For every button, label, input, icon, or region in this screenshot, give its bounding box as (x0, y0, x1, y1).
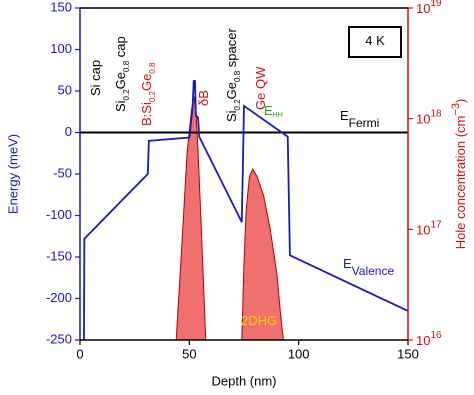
y2-tick-base: 10 (416, 223, 430, 238)
annotation-part: E (340, 108, 349, 123)
annotation: Si0.2Ge0.8 spacer (224, 28, 241, 122)
y-tick-label: 0 (65, 124, 72, 139)
annotation-part: 0.2 (148, 90, 157, 102)
y2-tick-exponent: 16 (430, 330, 442, 341)
annotation-part: 0.8 (233, 70, 242, 82)
annotation-part: δB (196, 90, 211, 106)
annotation-part: 0.2 (122, 89, 131, 101)
x-tick-label: 50 (182, 346, 196, 361)
annotation-part: Fermi (349, 116, 380, 130)
annotation: EValence (343, 256, 394, 278)
y2-axis-title-part: Hole concentration (cm (453, 116, 468, 250)
annotation: B:Si0.2Ge0.8 (139, 62, 156, 126)
annotation-part: Si cap (88, 60, 103, 96)
label-box (348, 26, 402, 58)
annotation-part: 2DHG (241, 313, 277, 328)
annotation-part: Valence (352, 264, 395, 278)
annotation-part: 4 K (365, 33, 385, 48)
annotation-part: HH (273, 112, 283, 119)
annotation: Si0.2Ge0.8 cap (113, 36, 130, 112)
annotation-part: 0.2 (233, 99, 242, 111)
valence-band-line (83, 80, 409, 341)
annotation-part: 0.8 (148, 62, 157, 74)
annotation: δB (196, 90, 211, 106)
y-tick-label: -50 (53, 165, 72, 180)
y-tick-label: -200 (46, 290, 72, 305)
annotation-part: Si (113, 100, 128, 112)
y2-tick-label: 1017 (416, 219, 442, 238)
x-tick-label: 0 (76, 346, 83, 361)
annotation-part: Ge QW (253, 66, 268, 110)
y2-tick-label: 1018 (416, 108, 442, 127)
annotation: Si cap (88, 60, 103, 96)
annotation: 2DHG (241, 313, 277, 328)
annotation-part: Ge (224, 82, 239, 99)
annotation: Ge QW (253, 66, 268, 110)
annotation-part: E (264, 103, 273, 118)
y-tick-label: 100 (50, 41, 72, 56)
annotation-part: 0.8 (122, 60, 131, 72)
annotation-part: Ge (139, 74, 154, 91)
x-tick-label: 100 (288, 346, 310, 361)
hole-density-area (241, 168, 284, 341)
y2-tick-base: 10 (416, 333, 430, 348)
y2-tick-exponent: 18 (430, 108, 442, 119)
annotation-part: E (343, 256, 352, 271)
annotation-part: cap (113, 36, 128, 61)
annotation: 4 K (365, 33, 385, 48)
y-tick-label: -250 (46, 331, 72, 346)
annotation: EFermi (340, 108, 379, 130)
y2-axis-title-part: −3 (450, 103, 462, 116)
y2-axis-title-part: ) (453, 99, 468, 103)
y-tick-label: 150 (50, 0, 72, 14)
y-axis-title: Energy (meV) (5, 134, 20, 214)
x-axis-title: Depth (nm) (211, 373, 276, 388)
annotation-part: Ge (113, 72, 128, 89)
y-tick-label: 50 (58, 82, 72, 97)
annotation-part: spacer (224, 28, 239, 71)
y2-tick-base: 10 (416, 1, 430, 16)
y2-tick-exponent: 17 (430, 219, 442, 230)
annotation: EHH (264, 103, 283, 119)
y2-tick-base: 10 (416, 112, 430, 127)
y-tick-label: -150 (46, 248, 72, 263)
y2-tick-label: 1019 (416, 0, 442, 16)
annotation-part: B:Si (139, 102, 154, 126)
y2-tick-exponent: 19 (430, 0, 442, 9)
y2-axis-title: Hole concentration (cm−3) (450, 99, 469, 250)
y2-tick-label: 1016 (416, 330, 442, 349)
y-tick-label: -100 (46, 207, 72, 222)
annotation-part: Si (224, 110, 239, 122)
x-tick-label: 150 (397, 346, 419, 361)
